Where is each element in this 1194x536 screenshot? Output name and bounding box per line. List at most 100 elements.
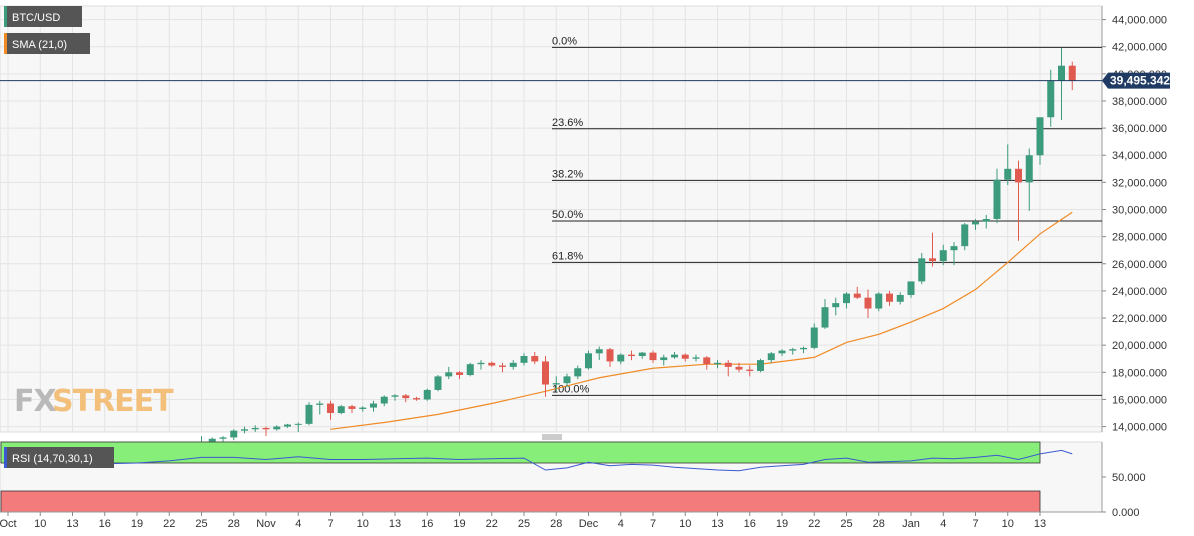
time-tick-label: 10 bbox=[679, 518, 691, 530]
price-tick-label: 32,000.000 bbox=[1112, 177, 1167, 189]
candle bbox=[649, 350, 657, 363]
sma-line bbox=[330, 211, 1073, 430]
candle bbox=[692, 354, 700, 362]
price-tick-label: 14,000.000 bbox=[1112, 422, 1167, 434]
time-tick-label: 22 bbox=[163, 518, 175, 530]
candle-body bbox=[649, 352, 657, 361]
candle bbox=[864, 289, 872, 319]
price-tag-shape bbox=[1102, 72, 1170, 89]
candle bbox=[606, 347, 614, 367]
candle bbox=[1025, 148, 1033, 211]
candle-body bbox=[574, 368, 582, 377]
candle-body bbox=[499, 365, 506, 367]
candle-body bbox=[757, 360, 764, 371]
candle bbox=[982, 214, 990, 229]
candle bbox=[1036, 117, 1044, 165]
candle bbox=[219, 436, 227, 442]
candle bbox=[595, 346, 603, 361]
candle-body bbox=[714, 362, 721, 365]
fib-level-label: 61.8% bbox=[552, 250, 583, 262]
candle-body bbox=[359, 407, 367, 409]
candle-body bbox=[853, 293, 861, 298]
candle-body bbox=[896, 294, 904, 302]
candle bbox=[262, 426, 270, 437]
candle bbox=[477, 360, 485, 370]
time-tick-label: 22 bbox=[808, 518, 820, 530]
time-tick-label: 10 bbox=[1002, 518, 1014, 530]
candle bbox=[241, 426, 248, 434]
candle-body bbox=[208, 438, 216, 442]
candle-body bbox=[671, 354, 678, 358]
candle-body bbox=[251, 427, 259, 430]
candle bbox=[918, 252, 926, 285]
candle-body bbox=[724, 362, 732, 367]
candle bbox=[939, 244, 947, 266]
candle-body bbox=[531, 356, 539, 362]
candle bbox=[660, 354, 668, 366]
time-tick-label: 7 bbox=[327, 518, 333, 530]
candle bbox=[273, 425, 281, 431]
time-tick-label: 19 bbox=[131, 518, 143, 530]
time-tick-label: Jan bbox=[902, 518, 920, 530]
candle-body bbox=[284, 424, 291, 427]
symbol-label-box bbox=[4, 6, 82, 27]
candle bbox=[563, 373, 571, 388]
price-tick-label: 28,000.000 bbox=[1112, 232, 1167, 244]
price-tick-label: 24,000.000 bbox=[1112, 286, 1167, 298]
time-tick-label: 25 bbox=[195, 518, 207, 530]
candle bbox=[294, 422, 302, 432]
symbol-label[interactable]: BTC/USD bbox=[4, 6, 82, 27]
price-tick-label: 20,000.000 bbox=[1112, 340, 1167, 352]
candle bbox=[843, 292, 850, 309]
candle bbox=[552, 376, 560, 392]
candle bbox=[800, 346, 807, 354]
candle bbox=[617, 353, 625, 365]
candle bbox=[380, 395, 388, 407]
candle-body bbox=[316, 403, 324, 405]
price-tick-label: 18,000.000 bbox=[1112, 367, 1167, 379]
pane-resize-handle[interactable] bbox=[542, 434, 562, 440]
candle bbox=[832, 297, 840, 316]
candle-body bbox=[456, 372, 463, 376]
price-tick-label: 34,000.000 bbox=[1112, 150, 1167, 162]
candle bbox=[1047, 69, 1055, 127]
candle bbox=[456, 370, 463, 380]
candle bbox=[509, 360, 517, 370]
candle-body bbox=[929, 258, 936, 262]
candle-body bbox=[703, 357, 711, 365]
current-price-tag: 39,495.342 bbox=[1102, 72, 1170, 89]
candle-body bbox=[327, 403, 334, 414]
candle-body bbox=[886, 293, 893, 302]
candle bbox=[853, 286, 861, 300]
candle-body bbox=[907, 281, 915, 295]
time-tick-label: 13 bbox=[1034, 518, 1046, 530]
candle-body bbox=[746, 369, 754, 371]
candle-body bbox=[735, 366, 743, 370]
time-tick-label: Nov bbox=[256, 518, 276, 530]
time-tick-label: 19 bbox=[776, 518, 788, 530]
candle-body bbox=[402, 395, 410, 399]
candle bbox=[907, 281, 915, 298]
rsi-overbought-zone bbox=[0, 441, 1041, 464]
candle bbox=[251, 425, 259, 432]
price-tick-label: 26,000.000 bbox=[1112, 259, 1167, 271]
candle bbox=[810, 323, 818, 350]
price-tick-label: 38,000.000 bbox=[1112, 96, 1167, 108]
price-tick-label: 30,000.000 bbox=[1112, 205, 1167, 217]
candle bbox=[757, 358, 764, 373]
candle-body bbox=[638, 352, 646, 357]
time-tick-label: 13 bbox=[389, 518, 401, 530]
candle-body bbox=[488, 362, 496, 366]
candle bbox=[413, 396, 420, 401]
time-tick-label: 7 bbox=[972, 518, 978, 530]
candle bbox=[735, 362, 743, 373]
price-tick-label: 22,000.000 bbox=[1112, 313, 1167, 325]
current-price-text: 39,495.342 bbox=[1110, 74, 1170, 88]
sma-legend-label[interactable]: SMA (21,0) bbox=[4, 33, 90, 54]
rsi-legend-label[interactable]: RSI (14,70,30,1) bbox=[4, 447, 114, 468]
fib-level-label: 23.6% bbox=[552, 117, 583, 129]
rsi-line bbox=[7, 449, 1073, 472]
candle bbox=[305, 402, 313, 426]
candle bbox=[337, 404, 345, 415]
rsi-panel: 50.000 0.000 bbox=[0, 441, 1146, 519]
